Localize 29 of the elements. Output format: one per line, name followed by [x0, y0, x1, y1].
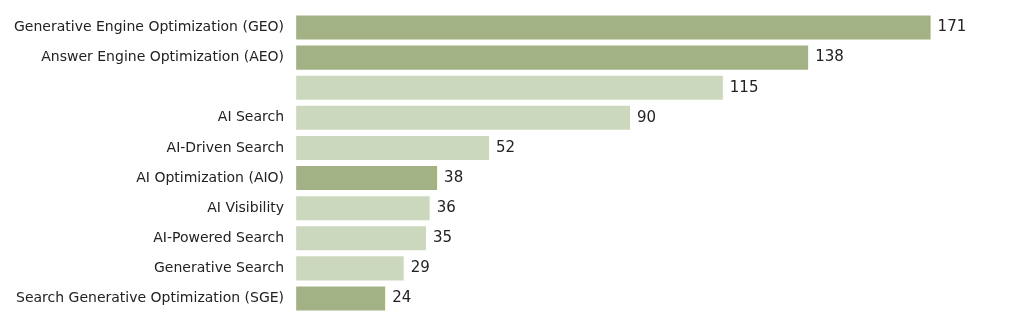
data-label: 29 [410, 258, 430, 277]
bar [296, 226, 426, 251]
y-tick-label: AI Optimization (AIO) [136, 168, 285, 185]
bar [296, 135, 490, 160]
bar [296, 286, 386, 311]
y-tick-label: Generative Engine Optimization (GEO) [13, 18, 285, 35]
data-label: 171 [937, 17, 967, 36]
data-label: 90 [637, 107, 657, 126]
bar [296, 45, 809, 70]
y-tick-label: AI Search [217, 108, 285, 125]
y-tick-label: Answer Engine Optimization (AEO) [41, 48, 285, 65]
data-label: 35 [432, 228, 453, 247]
y-tick-label: AI-Powered Search [153, 228, 285, 245]
bar [296, 256, 404, 281]
bar [296, 75, 723, 100]
y-tick-label: Generative Search [153, 259, 285, 276]
data-label: 38 [444, 167, 464, 186]
data-label: 115 [729, 77, 759, 96]
bar [296, 105, 631, 130]
data-label: 36 [436, 198, 456, 217]
bar [296, 15, 931, 40]
data-label: 138 [815, 47, 844, 66]
y-tick-label: Search Generative Optimization (SGE) [16, 289, 285, 306]
bar [296, 166, 438, 191]
y-tick-label: AI Visibility [207, 198, 285, 215]
data-label: 52 [496, 137, 516, 156]
data-label: 24 [392, 288, 412, 307]
bar [296, 196, 430, 221]
y-tick-label: AI-Driven Search [166, 138, 285, 155]
